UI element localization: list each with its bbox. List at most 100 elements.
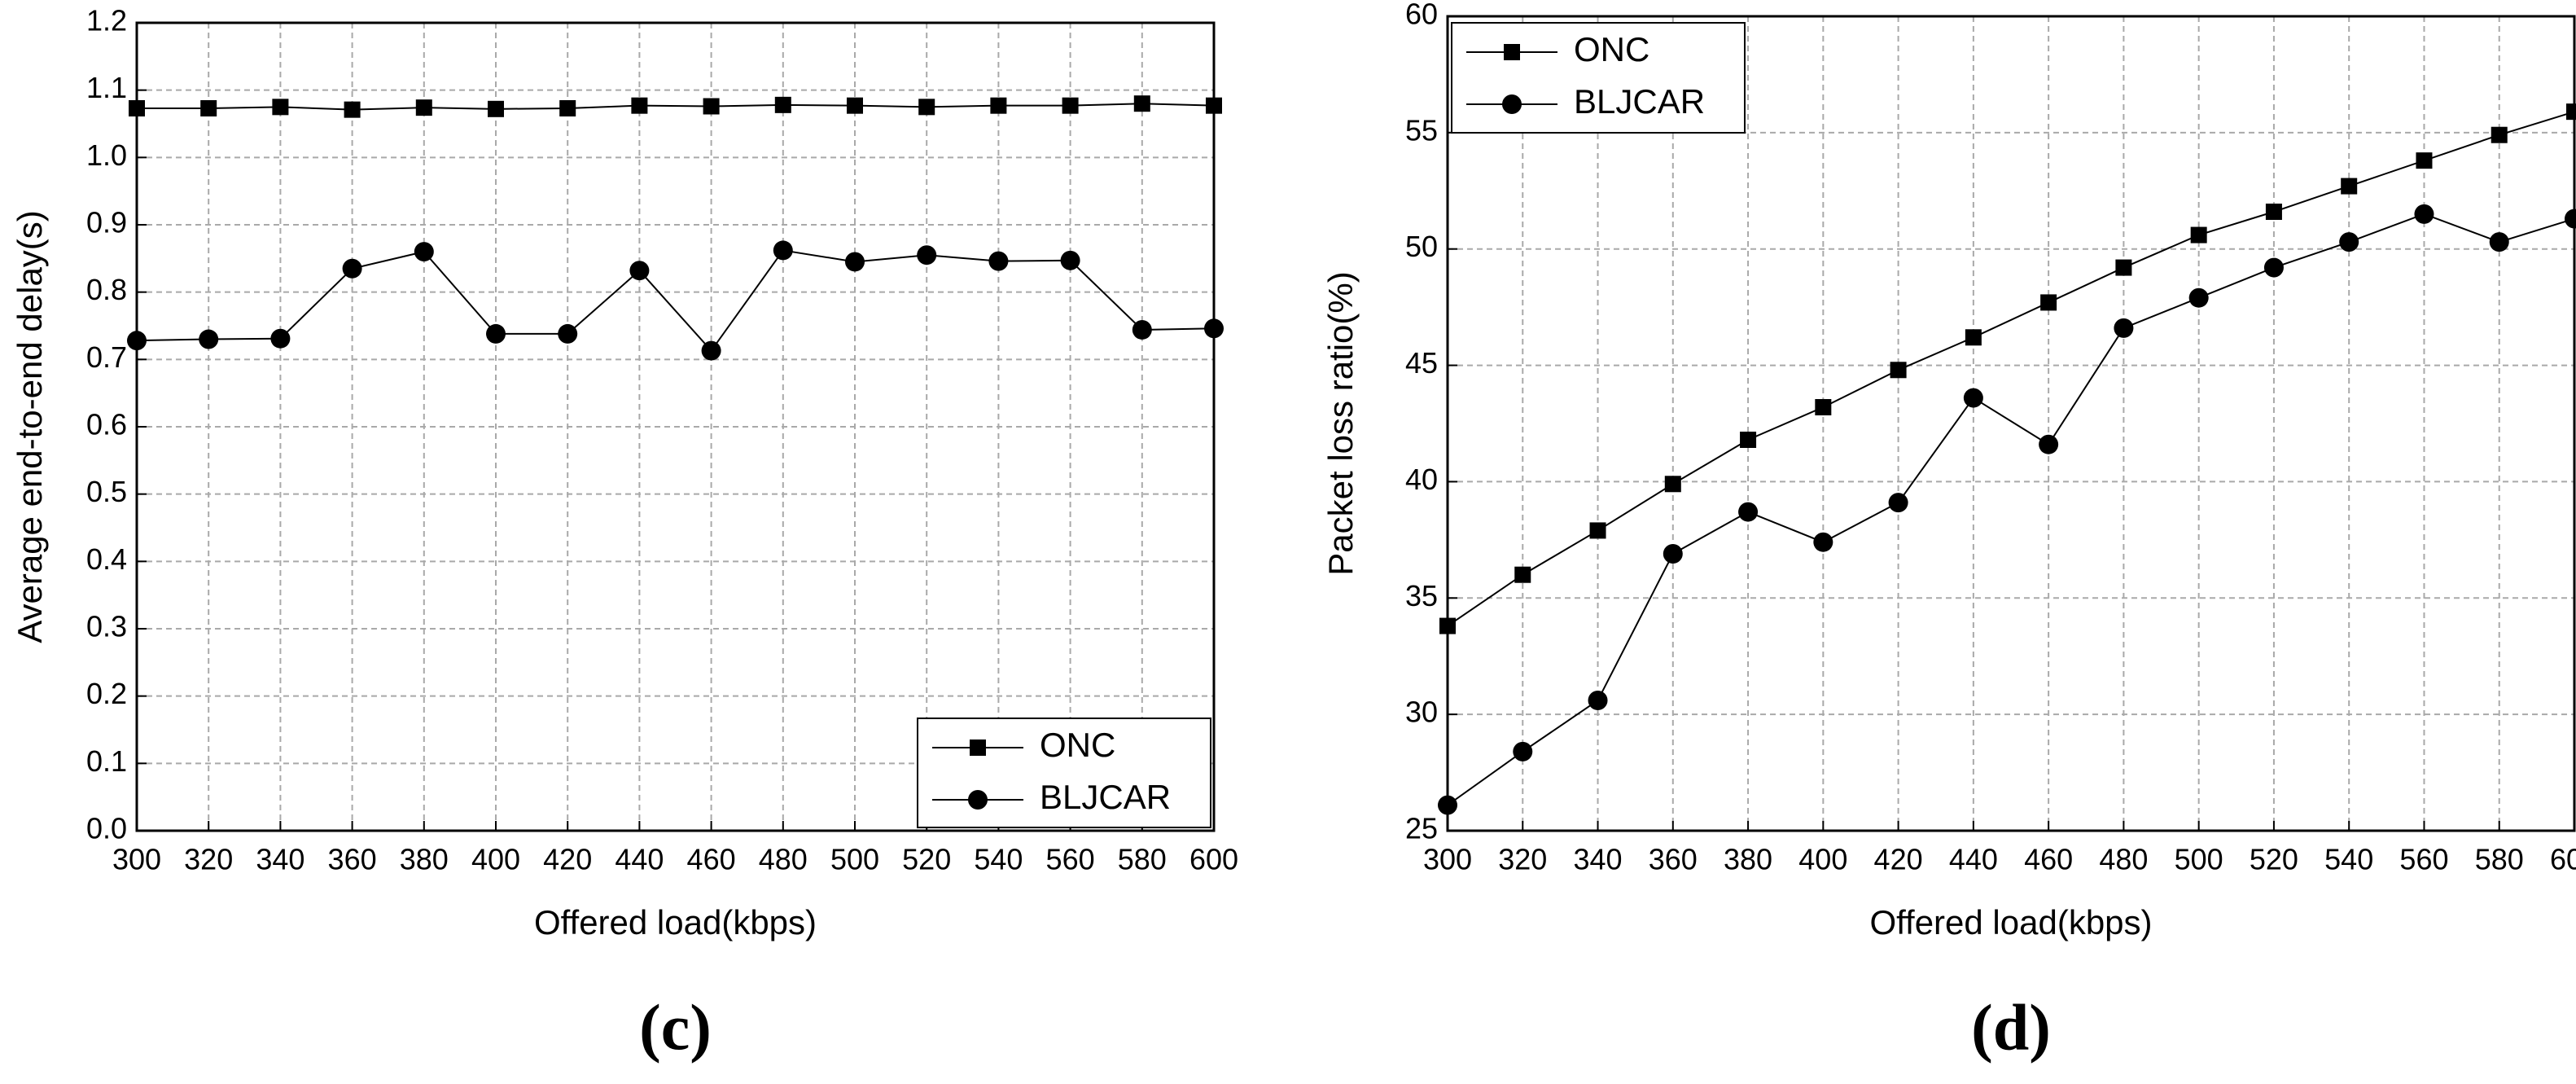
- data-point: [1740, 432, 1757, 448]
- x-axis-label: Offered load(kbps): [1869, 903, 2152, 941]
- data-point: [342, 258, 362, 279]
- y-tick-label: 0.6: [86, 408, 127, 441]
- x-axis-label: Offered load(kbps): [534, 903, 817, 941]
- plot-frame: [1446, 15, 2576, 832]
- data-point: [2188, 287, 2209, 308]
- legend-box: [1451, 22, 1746, 134]
- data-point: [270, 328, 291, 349]
- y-axis: 0.0 0.1 0.2 0.3 0.4 0.5 0.6 0.7 0.8 0.9 1.0 1.1 1.2: [86, 4, 147, 845]
- y-tick-label: 0.3: [86, 610, 127, 643]
- y-tick-label: 35: [1405, 579, 1438, 612]
- x-axis: 300 320 340 360 380 400 420 440 460 480 500 520 540 5…: [112, 821, 1238, 876]
- legend-label: ONC: [1040, 726, 1115, 764]
- legend-label: ONC: [1574, 30, 1649, 68]
- data-point: [486, 323, 506, 344]
- legend-marker: [970, 739, 986, 756]
- series-bljcar: [127, 240, 1224, 361]
- y-tick-label: 0.9: [86, 206, 127, 239]
- data-point: [344, 101, 361, 118]
- data-point: [1132, 319, 1152, 340]
- series-onc: [1439, 103, 2576, 634]
- legend-marker: [1504, 44, 1520, 60]
- data-point: [988, 251, 1009, 271]
- data-point: [558, 323, 578, 344]
- y-tick-label: 40: [1405, 463, 1438, 496]
- data-point: [918, 99, 935, 116]
- series-line: [1447, 213, 2575, 806]
- series-bljcar: [1438, 204, 2576, 815]
- data-point: [1664, 476, 1681, 493]
- y-tick-label: 60: [1405, 0, 1438, 31]
- data-point: [845, 252, 865, 272]
- data-point: [774, 96, 791, 113]
- data-point: [1204, 318, 1224, 339]
- panel-label: (c): [639, 992, 712, 1064]
- y-tick-label: 0.4: [86, 542, 127, 576]
- x-tick-label: 560: [1046, 843, 1095, 876]
- legend-marker: [968, 790, 988, 810]
- data-point: [631, 97, 648, 114]
- series-line: [136, 249, 1215, 353]
- y-axis-label: Average end-to-end delay(s): [11, 210, 49, 643]
- data-point: [1588, 691, 1608, 710]
- data-point: [2263, 257, 2284, 278]
- x-tick-label: 360: [1649, 843, 1698, 876]
- series-line: [1447, 111, 2575, 627]
- series-onc: [129, 95, 1222, 118]
- data-point: [200, 99, 217, 116]
- legend-marker: [1502, 94, 1522, 114]
- data-point: [1514, 566, 1531, 583]
- data-point: [917, 245, 937, 266]
- data-point: [2040, 294, 2057, 311]
- chart-d: 300 320 340 360 380 400 420 440 460 480 500 520 540 5…: [1321, 0, 2576, 1064]
- x-tick-label: 320: [184, 843, 233, 876]
- data-point: [415, 99, 432, 116]
- data-point: [1738, 502, 1759, 522]
- y-tick-label: 50: [1405, 230, 1438, 263]
- data-point: [488, 100, 504, 117]
- x-tick-label: 560: [2399, 843, 2448, 876]
- y-tick-label: 25: [1405, 812, 1438, 845]
- x-tick-label: 380: [1724, 843, 1772, 876]
- data-point: [1815, 399, 1832, 415]
- x-tick-label: 480: [759, 843, 808, 876]
- x-tick-label: 500: [830, 843, 879, 876]
- data-point: [1513, 741, 1533, 761]
- x-tick-label: 460: [2024, 843, 2073, 876]
- data-point: [2341, 178, 2358, 195]
- data-point: [2039, 434, 2059, 454]
- panel-label: (d): [1971, 992, 2051, 1064]
- legend-label: BLJCAR: [1040, 778, 1171, 816]
- legend: ONC BLJCAR: [917, 718, 1211, 828]
- data-point: [703, 98, 720, 115]
- y-tick-label: 55: [1405, 113, 1438, 147]
- legend-box: [917, 718, 1211, 828]
- gridlines: [1448, 16, 2574, 831]
- y-tick-label: 0.1: [86, 744, 127, 778]
- x-tick-label: 460: [687, 843, 736, 876]
- x-tick-label: 440: [1949, 843, 1998, 876]
- data-point: [1438, 795, 1457, 815]
- y-tick-label: 1.2: [86, 4, 127, 37]
- data-point: [272, 99, 289, 116]
- data-point: [1133, 95, 1150, 112]
- data-point: [1589, 522, 1606, 539]
- data-point: [1890, 362, 1907, 379]
- data-point: [2115, 259, 2132, 276]
- x-tick-label: 380: [400, 843, 449, 876]
- x-tick-label: 480: [2099, 843, 2148, 876]
- x-tick-label: 540: [2324, 843, 2373, 876]
- y-tick-label: 0.5: [86, 475, 127, 508]
- data-point: [2114, 318, 2134, 338]
- data-point: [990, 97, 1007, 114]
- x-tick-label: 520: [2250, 843, 2298, 876]
- data-point: [1813, 532, 1833, 552]
- x-tick-label: 420: [1874, 843, 1923, 876]
- x-tick-label: 360: [328, 843, 377, 876]
- data-point: [129, 99, 145, 116]
- x-tick-label: 540: [974, 843, 1023, 876]
- data-point: [1963, 388, 1983, 408]
- data-point: [629, 261, 650, 281]
- x-tick-label: 600: [1189, 843, 1238, 876]
